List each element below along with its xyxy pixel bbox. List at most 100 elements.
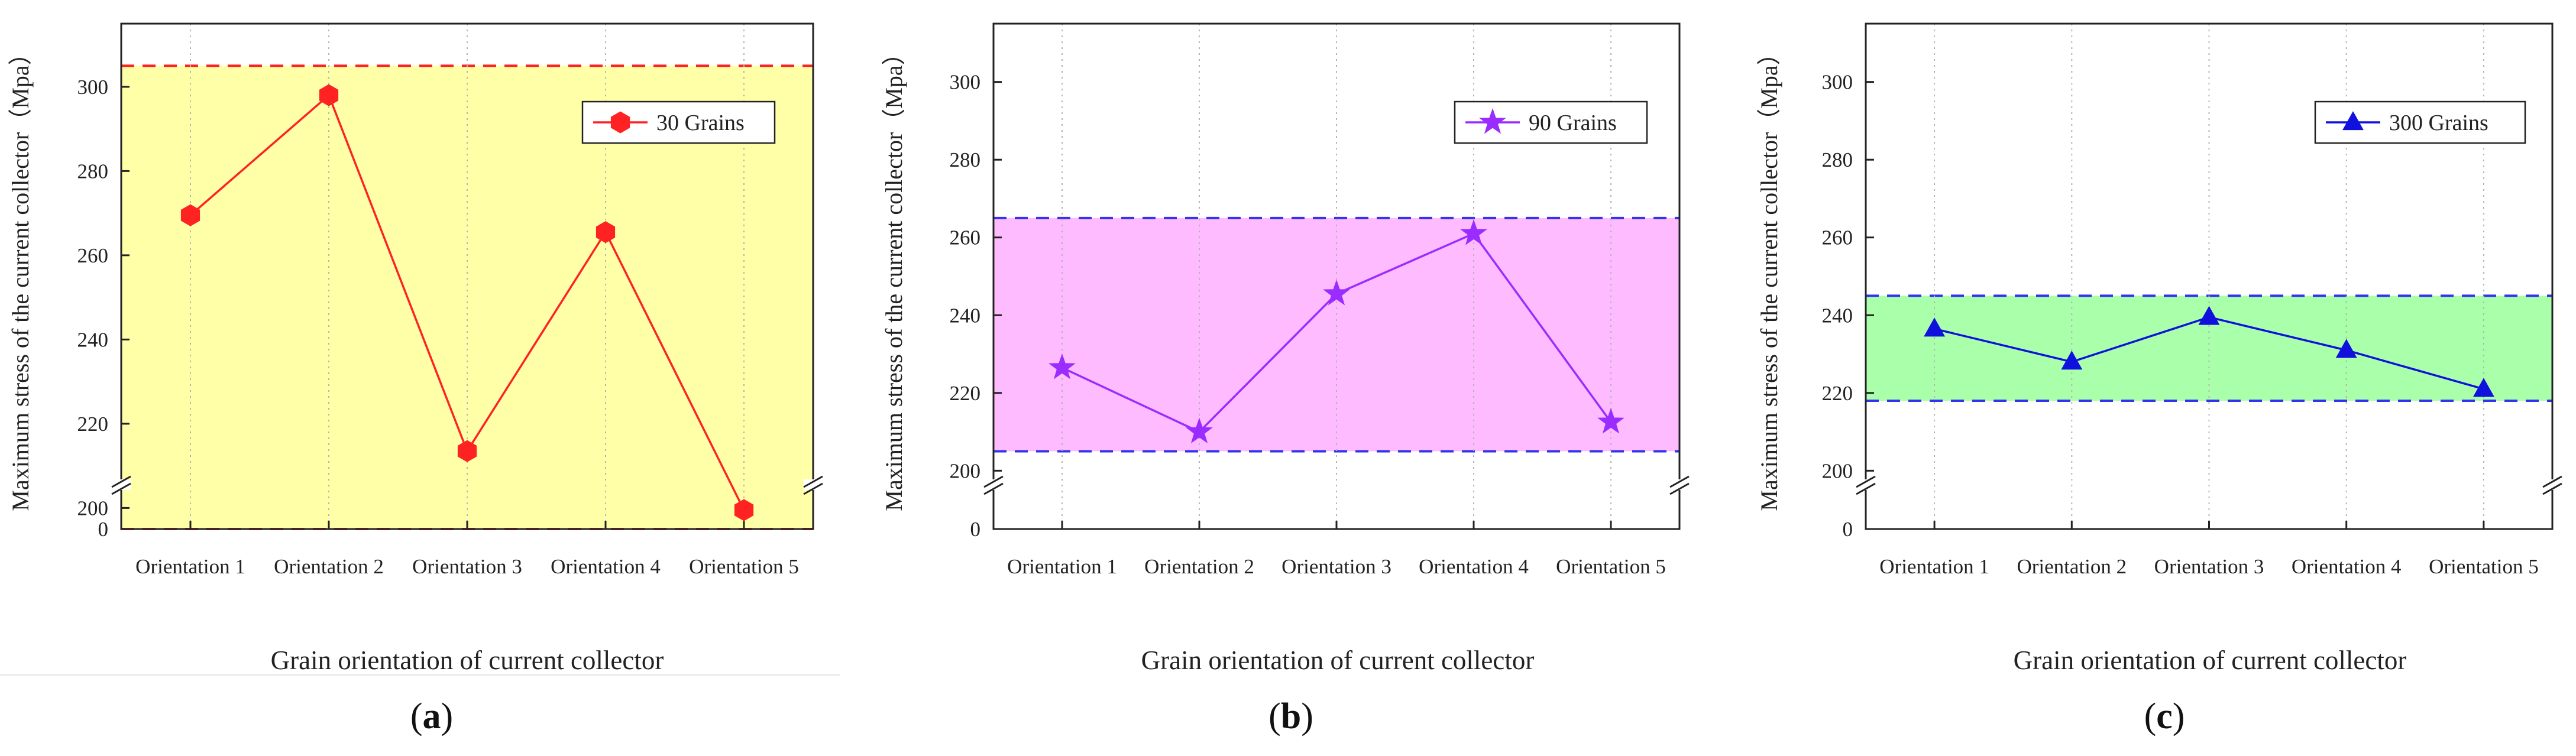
chart-b-y-tick-label: 260 [950, 226, 981, 249]
chart-c-data-point [2335, 339, 2357, 358]
chart-c-markers [1924, 306, 2494, 397]
chart-c-legend-marker-shape [2342, 111, 2364, 131]
chart-b-x-tick-label: Orientation 4 [1419, 555, 1529, 578]
chart-a-x-tick-label: Orientation 5 [689, 555, 799, 578]
chart-b-y-zero-label: 0 [970, 518, 981, 541]
chart-c-panel-label: (c) [2144, 696, 2185, 736]
chart-c-panel-paren-close: ) [2173, 696, 2185, 736]
chart-c-legend-label: 300 Grains [2389, 111, 2488, 135]
chart-c-axis-break-gap [1856, 479, 1875, 490]
chart-a-x-tick-label: Orientation 3 [412, 555, 522, 578]
chart-c-x-ticks: Orientation 1 Orientation 2 Orientation 3 O… [1879, 521, 2539, 578]
chart-c-y-tick-label: 260 [1822, 226, 1853, 249]
chart-c-y-tick-label: 200 [1822, 459, 1853, 482]
chart-a-x-ticks: Orientation 1 Orientation 2 Orientation 3 O… [135, 521, 799, 578]
chart-a-y-tick-label: 300 [77, 76, 109, 99]
chart-c-axis-break-mark [2542, 482, 2562, 495]
chart-b-band-group [993, 216, 1679, 453]
chart-b-y-tick-label: 200 [950, 459, 981, 482]
chart-c-y-tick-label: 280 [1822, 148, 1853, 171]
chart-c-y-tick-label: 240 [1822, 304, 1853, 327]
chart-a-axis-break-mark [111, 475, 131, 488]
chart-a-axis-break-gap [804, 479, 823, 490]
chart-a-axis-break-mark [803, 475, 823, 488]
chart-a-y-tick-label: 200 [77, 497, 109, 520]
chart-a-x-tick-label: Orientation 1 [135, 555, 245, 578]
chart-b-data-point [1460, 219, 1487, 245]
chart-c-x-tick-label: Orientation 3 [2154, 555, 2264, 578]
chart-c-y-tick-label: 300 [1822, 71, 1853, 94]
chart-b-y-tick-label: 300 [950, 71, 981, 94]
chart-c-data-point [2473, 378, 2494, 397]
chart-b-y-axis-label: Maximum stress of the current collector（… [881, 41, 907, 511]
chart-b-markers [1048, 219, 1624, 444]
chart-a-legend-marker-shape [610, 111, 630, 134]
chart-a-data-point [734, 499, 754, 521]
chart-b-data-point [1048, 353, 1076, 379]
chart-b-band [993, 218, 1679, 452]
chart-a-y-ticks: 200 220 240 260 280 300 0 [77, 76, 130, 541]
chart-a-x-tick-label: Orientation 2 [274, 555, 384, 578]
chart-b-legend-label: 90 Grains [1529, 111, 1617, 135]
chart-b-y-ticks: 200 220 240 260 280 300 0 [950, 71, 1002, 541]
chart-a-legend-marker [610, 111, 630, 134]
chart-c-x-tick-label: Orientation 5 [2429, 555, 2539, 578]
chart-a-legend: 30 Grains [581, 100, 776, 144]
chart-c-axis-break-mark [1856, 482, 1876, 495]
chart-c-y-zero-label: 0 [1843, 518, 1853, 541]
chart-a-axis-break-gap [112, 479, 131, 490]
chart-b-x-tick-label: Orientation 5 [1556, 555, 1666, 578]
chart-a-y-zero-label: 0 [98, 518, 109, 541]
chart-c-panel-paren-open: ( [2144, 696, 2157, 736]
chart-b-panel-label: (b) [1268, 696, 1313, 736]
chart-a-axis-break-mark [803, 482, 823, 495]
chart-b-x-tick-label: Orientation 2 [1144, 555, 1254, 578]
chart-b-data-point [1597, 408, 1624, 434]
chart-b-panel-paren-open: ( [1268, 696, 1281, 736]
chart-b-x-tick-label: Orientation 3 [1281, 555, 1391, 578]
chart-a-y-tick-label: 240 [77, 328, 109, 351]
chart-c-panel-letter: c [2156, 696, 2173, 736]
chart-a-data-point [596, 221, 616, 244]
chart-b-axis-break [983, 475, 1690, 495]
chart-a-y-axis-label: Maximum stress of the current collector（… [7, 41, 34, 511]
chart-a-data-point [457, 440, 477, 462]
chart-a-data-point [180, 204, 200, 226]
chart-b-data-point [1186, 417, 1213, 444]
chart-a-axis-break [111, 475, 823, 495]
chart-c-x-axis-label: Grain orientation of current collector [2014, 645, 2407, 675]
chart-c-y-ticks: 200 220 240 260 280 300 0 [1822, 71, 1874, 541]
chart-c-x-tick-label: Orientation 2 [2017, 555, 2127, 578]
chart-c-x-tick-label: Orientation 1 [1879, 555, 1989, 578]
chart-b-y-tick-label: 220 [950, 382, 981, 405]
chart-a-x-tick-label: Orientation 4 [551, 555, 661, 578]
chart-a-legend-box [581, 100, 776, 144]
chart-c-axis-break-mark [1856, 475, 1876, 488]
chart-a-x-axis-label: Grain orientation of current collector [271, 645, 664, 675]
chart-b-axis-break-gap [1670, 479, 1689, 490]
chart-b-legend: 90 Grains [1454, 100, 1648, 144]
chart-b-data-point [1323, 280, 1350, 306]
chart-c-legend: 300 Grains [2314, 100, 2526, 144]
chart-a-legend-label: 30 Grains [656, 111, 745, 135]
chart-b-axis-break-mark [983, 475, 1004, 488]
chart-b-panel-paren-close: ) [1301, 696, 1313, 736]
chart-c-x-tick-label: Orientation 4 [2292, 555, 2402, 578]
chart-c-legend-marker [2342, 111, 2364, 131]
chart-b-x-ticks: Orientation 1 Orientation 2 Orientation 3 O… [1007, 521, 1666, 578]
chart-a-panel-letter: a [423, 696, 441, 736]
chart-b-x-tick-label: Orientation 1 [1007, 555, 1117, 578]
chart-a-panel-label: (a) [410, 696, 453, 736]
chart-a-data-point [319, 84, 339, 106]
chart-c-axis-break-mark [2542, 475, 2562, 488]
chart-a-y-tick-label: 260 [77, 244, 109, 267]
chart-b-panel-letter: b [1281, 696, 1301, 736]
chart-c-data-point [2061, 351, 2083, 370]
chart-b-axis-break-gap [984, 479, 1003, 490]
chart-a-axis-break-mark [111, 482, 131, 495]
chart-c-data-point [2198, 306, 2220, 325]
chart-c-data-point [1924, 317, 1946, 337]
chart-b-y-tick-label: 240 [950, 304, 981, 327]
